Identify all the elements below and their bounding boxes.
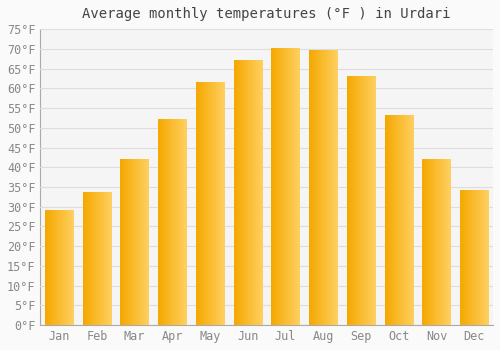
Title: Average monthly temperatures (°F ) in Urdari: Average monthly temperatures (°F ) in Ur… [82,7,451,21]
